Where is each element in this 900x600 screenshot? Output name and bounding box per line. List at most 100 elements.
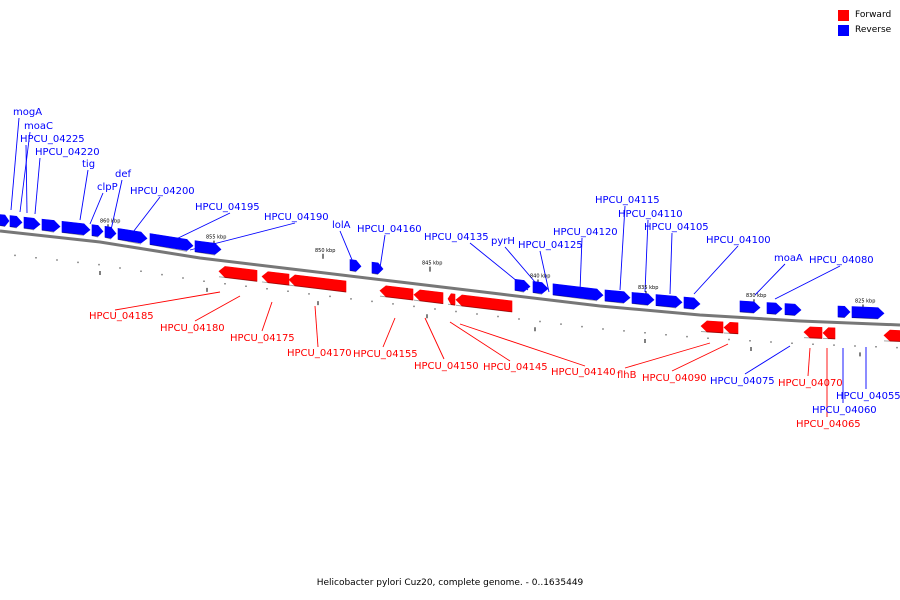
forward-gene-arrow-8-shadow [723, 332, 739, 335]
forward-gene-arrow-9-shadow [803, 337, 823, 339]
forward-gene-label: HPCU_04150 [414, 361, 479, 372]
reverse-gene-arrow-9 [194, 240, 222, 255]
reverse-gene-arrow-10-shadow [349, 270, 357, 273]
reverse-gene-arrow-11-shadow [371, 272, 379, 275]
legend-reverse: Reverse [838, 23, 891, 37]
scale-label: 850 kbp [315, 248, 335, 254]
reverse-leader-line [644, 219, 649, 293]
reverse-gene-arrow-15 [604, 289, 631, 303]
forward-gene-arrow-3 [379, 285, 414, 301]
reverse-leader-line [619, 205, 626, 291]
reverse-gene-label: mogA [13, 107, 42, 118]
forward-leader-line [382, 317, 396, 348]
reverse-leader-line [19, 131, 31, 213]
reverse-gene-label: HPCU_04225 [20, 134, 85, 145]
reverse-gene-arrow-19 [739, 300, 761, 314]
reverse-gene-arrow-21-shadow [784, 314, 796, 317]
reverse-gene-arrow-0 [0, 214, 10, 227]
scale-label: 830 kbp [746, 293, 766, 299]
reverse-gene-arrow-3 [41, 218, 61, 232]
scale-label: 855 kbp [206, 235, 226, 241]
reverse-gene-arrow-7-shadow [117, 238, 142, 245]
forward-leader-line [459, 323, 586, 367]
reverse-gene-arrow-18-shadow [683, 307, 695, 310]
forward-leader-line [807, 347, 811, 377]
reverse-gene-label: HPCU_04125 [518, 240, 583, 251]
reverse-gene-arrow-11 [371, 261, 384, 275]
reverse-gene-arrow-14 [552, 283, 604, 301]
reverse-gene-label: HPCU_04060 [812, 405, 877, 416]
forward-gene-arrow-1-shadow [261, 281, 290, 286]
forward-gene-label: HPCU_04155 [353, 349, 418, 360]
genome-backbone [0, 229, 900, 327]
reverse-gene-arrow-1 [9, 215, 23, 228]
reverse-gene-label: HPCU_04195 [195, 202, 260, 213]
reverse-gene-arrow-16 [631, 292, 655, 306]
reverse-gene-arrow-5 [91, 224, 104, 237]
forward-gene-arrow-8 [723, 321, 739, 335]
reverse-gene-arrow-2-shadow [23, 227, 35, 231]
reverse-gene-arrow-12-shadow [514, 289, 525, 293]
reverse-gene-label: HPCU_04080 [809, 255, 874, 266]
forward-leader-line [114, 291, 221, 311]
reverse-gene-arrow-10 [349, 259, 362, 272]
reverse-gene-arrow-6 [104, 225, 117, 239]
reverse-gene-arrow-15-shadow [604, 300, 625, 304]
reverse-leader-line [169, 212, 231, 243]
reverse-gene-arrow-14-shadow [552, 294, 598, 302]
reverse-gene-label: HPCU_04115 [595, 195, 660, 206]
forward-gene-label: HPCU_04090 [642, 373, 707, 384]
reverse-gene-arrow-1-shadow [9, 226, 17, 229]
reverse-gene-label: moaA [774, 253, 803, 264]
reverse-gene-label: HPCU_04200 [130, 186, 195, 197]
forward-leader-line [449, 321, 511, 362]
reverse-gene-arrow-18 [683, 296, 701, 310]
reverse-gene-arrow-13 [532, 281, 549, 294]
reverse-leader-line [669, 232, 673, 295]
reverse-gene-label: lolA [332, 220, 351, 231]
reverse-gene-arrow-8-shadow [149, 244, 188, 252]
forward-gene-arrow-11 [883, 329, 900, 342]
reverse-gene-arrow-6-shadow [104, 236, 112, 240]
reverse-gene-label: HPCU_04110 [618, 209, 683, 220]
scale-label: 840 kbp [530, 274, 550, 280]
reverse-gene-arrow-23-shadow [851, 317, 879, 320]
forward-gene-arrow-10 [822, 327, 836, 340]
reverse-gene-arrow-9-shadow [194, 251, 216, 256]
reverse-leader-line [110, 179, 123, 231]
reverse-gene-label: HPCU_04190 [264, 212, 329, 223]
reverse-gene-arrow-16-shadow [631, 302, 649, 306]
forward-leader-line [194, 295, 241, 322]
forward-gene-arrow-2 [288, 274, 347, 293]
forward-gene-arrow-7 [700, 320, 724, 334]
scale-label: 835 kbp [638, 285, 658, 291]
reverse-leader-line [693, 245, 739, 295]
reverse-leader-line [379, 234, 386, 269]
forward-gene-label: HPCU_04185 [89, 311, 154, 322]
forward-gene-label: HPCU_04140 [551, 367, 616, 378]
forward-swatch [838, 9, 849, 21]
reverse-gene-label: def [115, 169, 132, 180]
reverse-leader-line [129, 196, 161, 237]
reverse-gene-arrow-17-shadow [655, 305, 677, 309]
forward-gene-arrow-6-shadow [455, 304, 513, 313]
reverse-gene-arrow-21 [784, 303, 802, 316]
genome-caption: Helicobacter pylori Cuz20, complete geno… [316, 578, 584, 588]
forward-gene-label: HPCU_04070 [778, 378, 843, 389]
reverse-gene-label: moaC [24, 121, 53, 132]
forward-gene-arrow-5 [447, 293, 456, 306]
reverse-leader-line [754, 263, 786, 296]
reverse-leader-line [774, 265, 841, 300]
forward-leader-line [424, 317, 445, 360]
forward-leader-line [671, 343, 729, 372]
forward-gene-label: HPCU_04145 [483, 362, 548, 373]
reverse-gene-arrow-13-shadow [532, 291, 543, 295]
forward-gene-label: HPCU_04170 [287, 348, 352, 359]
reverse-gene-label: HPCU_04075 [710, 376, 775, 387]
reverse-gene-arrow-5-shadow [91, 235, 99, 238]
forward-gene-arrow-7-shadow [700, 331, 724, 334]
forward-gene-arrow-0-shadow [218, 276, 258, 282]
reverse-leader-line [744, 345, 791, 375]
forward-gene-arrow-2-shadow [288, 284, 347, 293]
